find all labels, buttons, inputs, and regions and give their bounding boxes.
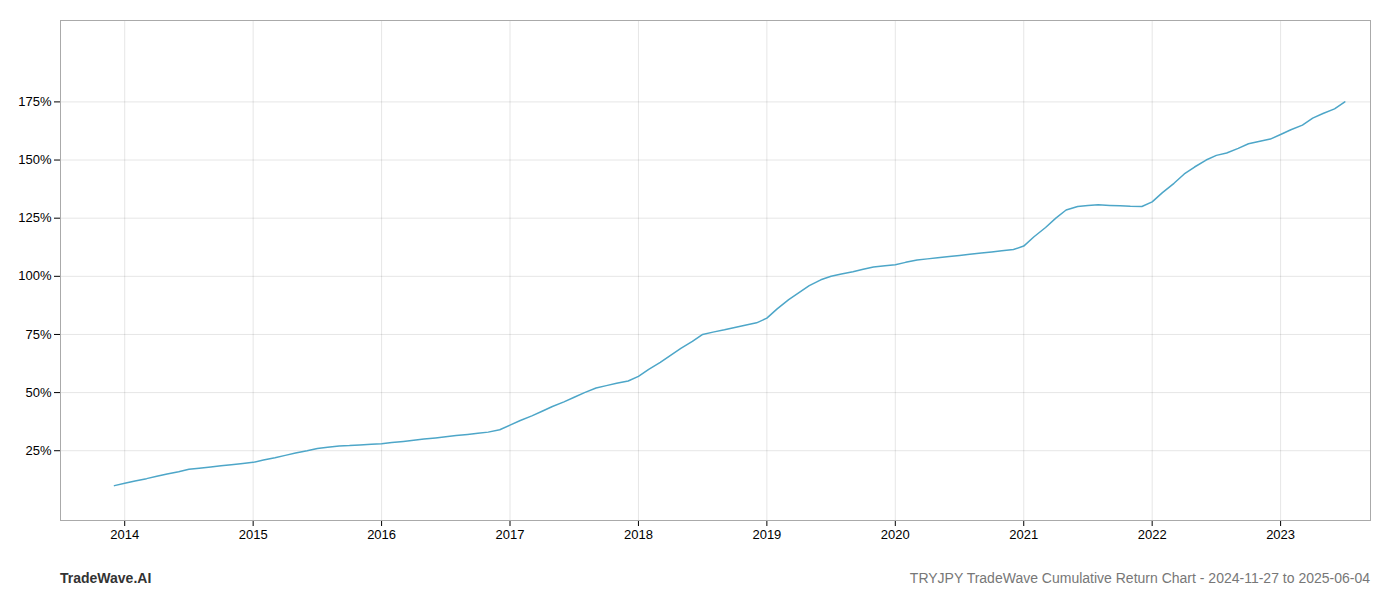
html-text:TradeWave.AI: TradeWave.AI	[60, 570, 152, 586]
svg-text:2017: 2017	[496, 527, 525, 542]
svg-text:125%: 125%	[18, 210, 52, 225]
svg-text:100%: 100%	[18, 268, 52, 283]
html-text:TRYJPY TradeWave Cumulative Re: TRYJPY TradeWave Cumulative Return Chart…	[909, 570, 1370, 586]
svg-text:2023: 2023	[1266, 527, 1295, 542]
svg-text:150%: 150%	[18, 152, 52, 167]
svg-text:2016: 2016	[367, 527, 396, 542]
svg-text:2022: 2022	[1138, 527, 1167, 542]
svg-text:2020: 2020	[881, 527, 910, 542]
svg-text:2019: 2019	[752, 527, 781, 542]
svg-text:50%: 50%	[25, 385, 51, 400]
svg-text:2015: 2015	[239, 527, 268, 542]
svg-text:2018: 2018	[624, 527, 653, 542]
svg-text:175%: 175%	[18, 94, 52, 109]
svg-text:25%: 25%	[25, 443, 51, 458]
svg-text:2021: 2021	[1009, 527, 1038, 542]
svg-text:75%: 75%	[25, 327, 51, 342]
svg-text:2014: 2014	[110, 527, 139, 542]
